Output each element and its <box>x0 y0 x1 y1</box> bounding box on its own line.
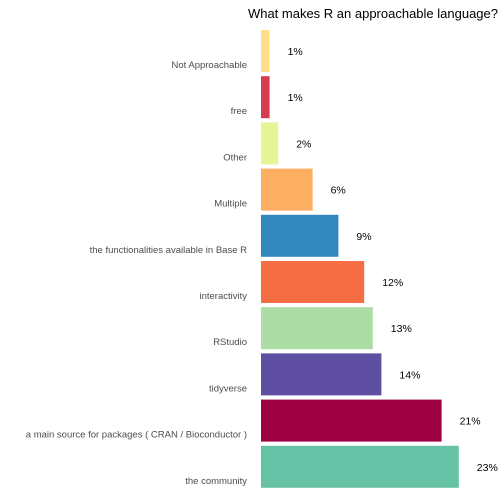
category-label-2: free <box>231 106 247 117</box>
value-label-6: 12% <box>382 277 403 289</box>
bar-3 <box>261 122 279 165</box>
bar-5 <box>261 214 339 257</box>
category-label-8: tidyverse <box>209 383 247 394</box>
category-label-7: RStudio <box>213 337 247 348</box>
value-label-8: 14% <box>399 369 420 381</box>
bar-8 <box>261 353 382 396</box>
category-label-3: Other <box>223 152 247 163</box>
value-label-1: 1% <box>288 46 303 58</box>
value-label-4: 6% <box>331 185 346 197</box>
category-label-10: the community <box>185 476 247 487</box>
category-label-4: Multiple <box>214 199 247 210</box>
value-label-2: 1% <box>288 92 303 104</box>
value-label-9: 21% <box>460 416 481 428</box>
bars-layer: Not Approachable 1% free 1% Other 2% Multiple 6… <box>26 30 498 488</box>
value-label-7: 13% <box>391 323 412 335</box>
value-label-3: 2% <box>296 138 311 150</box>
bar-6 <box>261 261 365 303</box>
category-label-9: a main source for packages ( CRAN / Bioc… <box>26 430 247 441</box>
bar-10 <box>261 445 459 488</box>
category-label-1: Not Approachable <box>171 60 247 71</box>
value-label-10: 23% <box>477 462 498 474</box>
bar-7 <box>261 307 373 350</box>
chart-title: What makes R an approachable language? <box>248 6 498 21</box>
category-label-5: the functionalities available in Base R <box>90 245 248 256</box>
bar-1 <box>261 30 270 72</box>
bar-9 <box>261 399 442 442</box>
value-label-5: 9% <box>356 231 371 243</box>
category-label-6: interactivity <box>199 291 247 302</box>
bar-2 <box>261 76 270 119</box>
bar-4 <box>261 168 313 211</box>
